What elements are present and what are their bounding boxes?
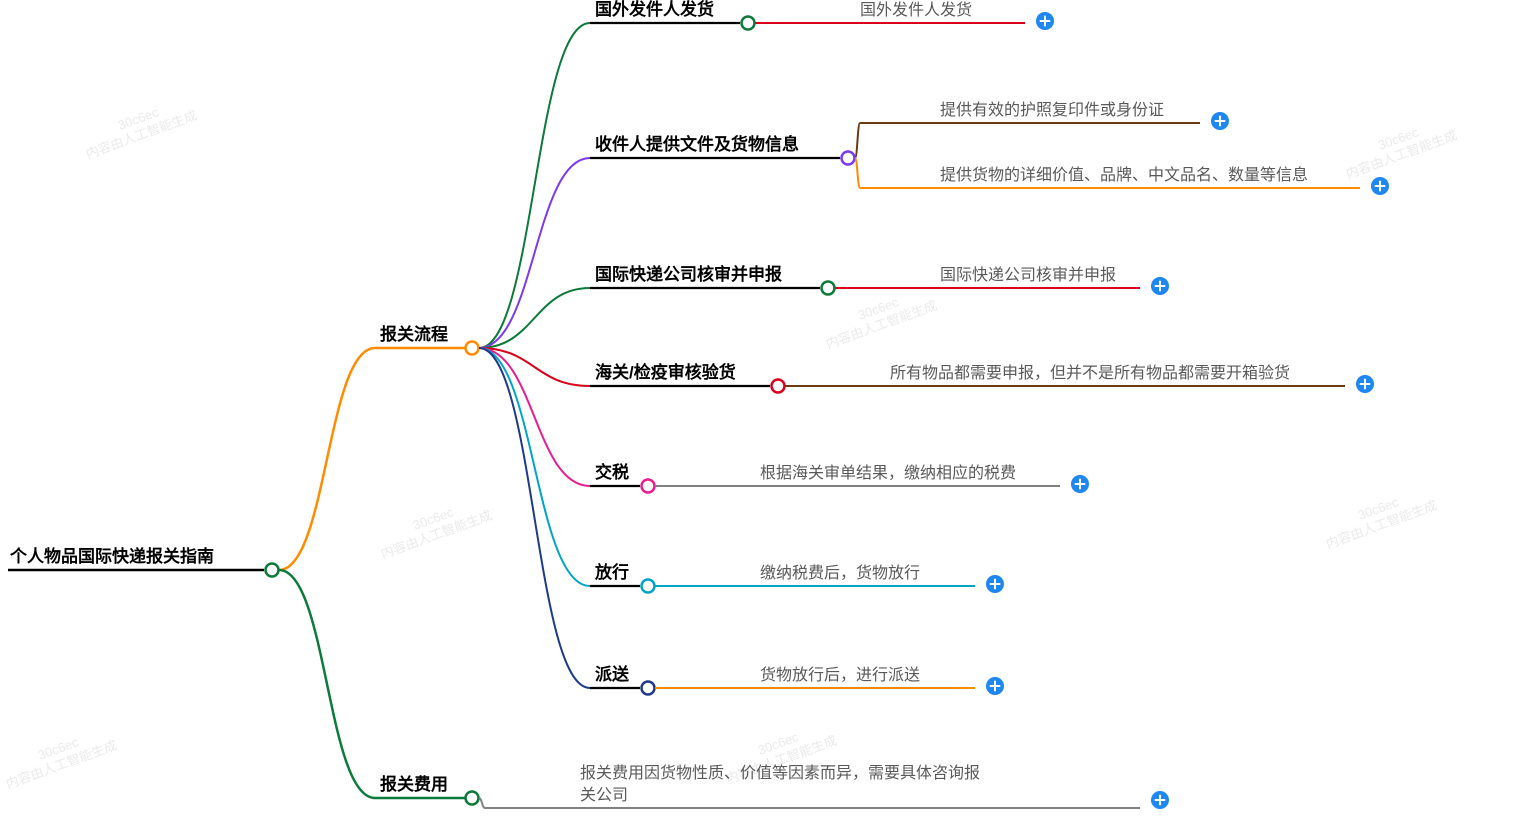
connector xyxy=(479,348,590,688)
connector xyxy=(855,123,860,158)
node-dot xyxy=(466,792,479,805)
node-dot xyxy=(266,564,279,577)
expand-button[interactable] xyxy=(1071,475,1089,493)
connector xyxy=(855,158,860,188)
leaf-node: 缴纳税费后，货物放行 xyxy=(760,564,920,582)
level2-node: 国际快递公司核审并申报 xyxy=(595,264,782,284)
node-dot xyxy=(642,480,655,493)
level2-node: 国外发件人发货 xyxy=(595,0,714,19)
watermark: 30c6ec内容由人工智能生成 xyxy=(1318,482,1439,551)
node-dot xyxy=(642,580,655,593)
level2-node: 交税 xyxy=(595,462,629,482)
watermark: 30c6ec内容由人工智能生成 xyxy=(78,92,199,161)
expand-button[interactable] xyxy=(1371,177,1389,195)
watermark: 30c6ec内容由人工智能生成 xyxy=(818,282,939,351)
node-dot xyxy=(842,152,855,165)
expand-button[interactable] xyxy=(1356,375,1374,393)
expand-button[interactable] xyxy=(986,575,1004,593)
leaf-node: 货物放行后，进行派送 xyxy=(760,666,920,684)
mindmap-canvas: 30c6ec内容由人工智能生成 30c6ec内容由人工智能生成 30c6ec内容由人… xyxy=(0,0,1536,836)
leaf-node: 提供货物的详细价值、品牌、中文品名、数量等信息 xyxy=(940,166,1308,184)
watermark: 30c6ec内容由人工智能生成 xyxy=(1338,112,1459,181)
watermark: 30c6ec内容由人工智能生成 xyxy=(0,722,119,791)
node-dot xyxy=(772,380,785,393)
level2-node: 海关/检疫审核验货 xyxy=(595,362,736,382)
connector xyxy=(479,23,590,348)
expand-button[interactable] xyxy=(1036,12,1054,30)
expand-button[interactable] xyxy=(986,677,1004,695)
level1-node-cost: 报关费用 xyxy=(380,774,448,794)
leaf-node: 国际快递公司核审并申报 xyxy=(940,266,1116,284)
node-dot xyxy=(822,282,835,295)
connector xyxy=(279,348,375,570)
expand-button[interactable] xyxy=(1211,112,1229,130)
leaf-node: 提供有效的护照复印件或身份证 xyxy=(940,101,1164,119)
connector xyxy=(479,288,590,348)
leaf-node: 报关费用因货物性质、价值等因素而异，需要具体咨询报 xyxy=(580,764,980,782)
expand-button[interactable] xyxy=(1151,277,1169,295)
level2-node: 收件人提供文件及货物信息 xyxy=(595,134,799,154)
connector xyxy=(479,798,485,808)
level1-node-process: 报关流程 xyxy=(380,324,448,344)
leaf-node: 根据海关审单结果，缴纳相应的税费 xyxy=(760,463,1016,482)
leaf-node: 所有物品都需要申报，但并不是所有物品都需要开箱验货 xyxy=(890,364,1290,382)
expand-button[interactable] xyxy=(1151,791,1169,809)
leaf-node: 国外发件人发货 xyxy=(860,1,972,19)
node-dot xyxy=(742,17,755,30)
watermark: 30c6ec内容由人工智能生成 xyxy=(373,492,494,561)
leaf-node: 关公司 xyxy=(580,786,628,804)
connector xyxy=(279,570,375,798)
node-dot xyxy=(466,342,479,355)
level2-node: 放行 xyxy=(594,562,629,582)
level2-node: 派送 xyxy=(595,664,630,684)
root-node: 个人物品国际快递报关指南 xyxy=(9,546,214,566)
node-dot xyxy=(642,682,655,695)
